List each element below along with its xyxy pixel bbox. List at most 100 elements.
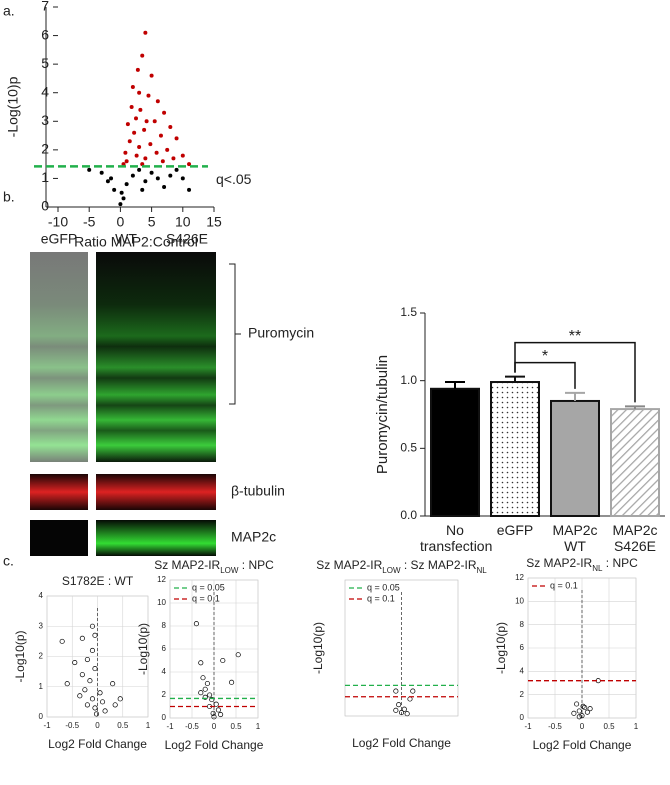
point xyxy=(220,657,226,664)
point xyxy=(130,85,135,89)
x-tick-label: 10 xyxy=(175,214,191,230)
legend-label: q = 0.1 xyxy=(367,593,395,603)
point xyxy=(87,167,92,172)
point xyxy=(109,176,114,181)
legend-label: q = 0.1 xyxy=(550,580,578,590)
point xyxy=(100,699,106,705)
y-tick-label: 12 xyxy=(157,575,166,584)
point xyxy=(124,159,129,164)
point xyxy=(59,638,65,644)
y-tick-label: 2 xyxy=(39,652,44,661)
point xyxy=(121,196,126,201)
point xyxy=(401,706,407,712)
point xyxy=(72,659,78,666)
point xyxy=(138,107,143,112)
x-tick-label: 0 xyxy=(95,721,100,730)
point xyxy=(118,202,123,207)
point xyxy=(84,656,90,663)
y-axis-label: -Log10(p) xyxy=(13,630,27,682)
title-part: LOW xyxy=(382,566,401,575)
y-tick-label: 2 xyxy=(520,690,525,699)
point xyxy=(218,711,224,718)
point xyxy=(130,173,135,178)
point xyxy=(158,133,163,138)
x-tick-label: eGFP xyxy=(496,522,534,538)
y-tick-label: 8 xyxy=(520,620,525,629)
point xyxy=(123,150,128,155)
x-axis-label: Log2 Fold Change xyxy=(165,738,264,752)
y-tick-label: 1 xyxy=(39,682,44,691)
x-tick-label: -0.5 xyxy=(185,722,199,731)
point xyxy=(137,167,142,172)
y-tick-label: 3 xyxy=(39,621,44,630)
point xyxy=(198,690,204,696)
title-part: : Sz MAP2-IR xyxy=(401,558,477,572)
x-axis-label: Log2 Fold Change xyxy=(352,736,451,750)
point xyxy=(398,710,405,716)
x-tick-label: 1 xyxy=(634,722,639,731)
point xyxy=(152,119,157,124)
point xyxy=(207,692,213,698)
point xyxy=(82,687,88,693)
point xyxy=(202,694,208,700)
point xyxy=(174,136,179,141)
point xyxy=(137,145,142,149)
x-tick-label: -1 xyxy=(43,721,51,730)
chart-title: Sz MAP2-IRLOW : Sz MAP2-IRNL xyxy=(316,558,487,574)
x-tick-label: 5 xyxy=(148,214,156,230)
panel-label: b. xyxy=(3,189,15,205)
point xyxy=(93,711,100,717)
title-part: Sz MAP2-IR xyxy=(526,556,592,570)
x-axis-label: Ratio MAP2:Control xyxy=(74,234,198,250)
point xyxy=(143,156,148,161)
y-tick-label: 4 xyxy=(39,591,44,600)
point xyxy=(204,680,210,687)
point xyxy=(155,99,160,104)
point xyxy=(140,162,145,167)
significance-label: * xyxy=(542,348,548,365)
point xyxy=(124,182,129,187)
x-axis-label: Log2 Fold Change xyxy=(48,737,147,751)
point xyxy=(142,127,147,132)
blot-lane xyxy=(96,252,216,462)
x-tick-label: -0.5 xyxy=(548,722,562,731)
point xyxy=(148,142,153,147)
point xyxy=(404,711,410,717)
point xyxy=(165,147,170,152)
bar xyxy=(430,387,480,517)
point xyxy=(587,706,593,712)
point xyxy=(92,705,98,711)
point xyxy=(97,690,103,696)
point xyxy=(162,110,167,115)
y-axis-label: -Log10(p) xyxy=(136,623,150,675)
y-tick-label: 5 xyxy=(41,55,49,71)
point xyxy=(571,710,577,716)
point xyxy=(168,173,173,178)
legend-label: q = 0.05 xyxy=(192,582,225,592)
x-tick-label: 0.5 xyxy=(603,722,615,731)
point xyxy=(187,187,192,192)
x-tick-label: 1 xyxy=(256,722,261,731)
bar xyxy=(610,408,660,517)
blot-label: MAP2c xyxy=(231,529,276,545)
y-tick-label: 4 xyxy=(162,667,167,676)
blot-lane xyxy=(30,474,88,510)
point xyxy=(407,696,413,702)
point xyxy=(134,116,138,121)
blot-label: β-tubulin xyxy=(231,483,285,499)
y-axis-label: -Log(10)p xyxy=(5,76,21,137)
point xyxy=(79,672,85,678)
bracket xyxy=(229,263,241,405)
point xyxy=(580,703,586,709)
y-tick-label: 0.0 xyxy=(400,508,417,522)
point xyxy=(112,702,118,708)
point xyxy=(92,632,98,638)
blot-lane xyxy=(30,252,88,462)
bar xyxy=(550,399,600,518)
y-tick-label: 0 xyxy=(39,712,44,721)
point xyxy=(574,701,580,707)
point xyxy=(200,675,206,681)
significance-bracket xyxy=(514,341,636,403)
y-tick-label: 1.5 xyxy=(400,305,417,319)
point xyxy=(579,713,585,719)
